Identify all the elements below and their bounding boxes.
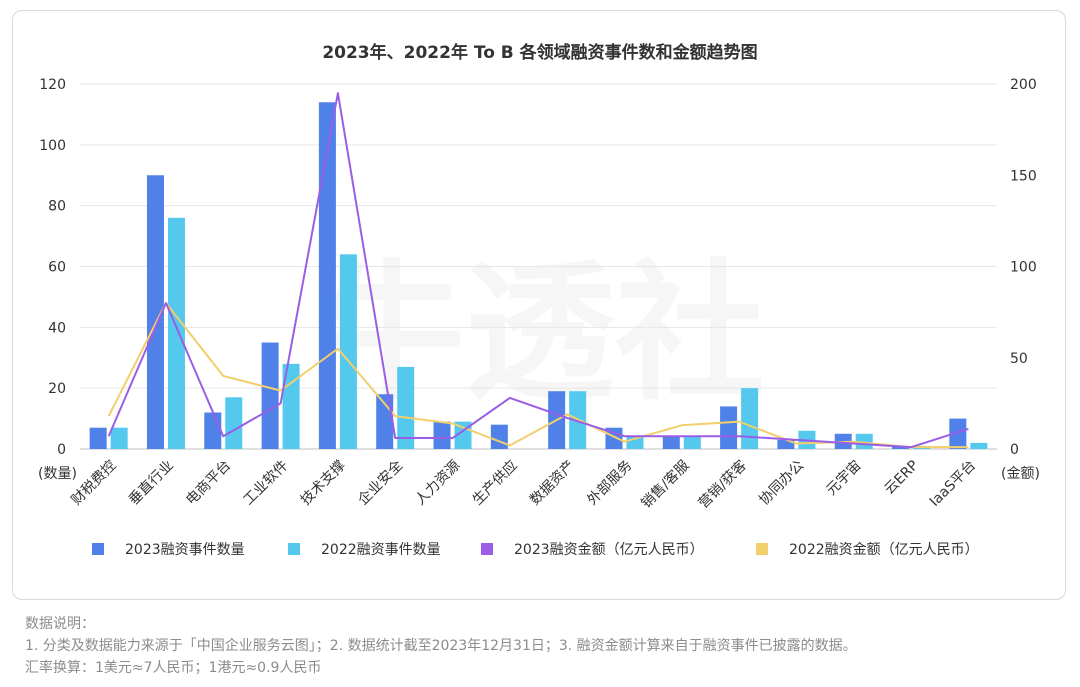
- bar-2022-count: [225, 397, 243, 449]
- y-left-tick-label: 80: [48, 199, 66, 215]
- x-category-label: 营销/获客: [695, 457, 750, 512]
- y-left-tick-label: 0: [57, 442, 66, 458]
- bar-2022-count: [339, 254, 357, 449]
- notes-line-2: 汇率换算：1美元≈7人民币；1港元≈0.9人民币: [25, 660, 322, 676]
- x-category-label: 人力资源: [412, 458, 463, 509]
- legend-label: 2023融资事件数量: [125, 542, 245, 558]
- y-right-tick-label: 150: [1010, 168, 1037, 184]
- y-left-tick-label: 40: [48, 320, 66, 336]
- y-left-tick-label: 120: [39, 77, 66, 93]
- legend-label: 2022融资金额（亿元人民币）: [789, 542, 979, 558]
- x-category-label: 垂直行业: [125, 457, 177, 509]
- bar-2023-count: [204, 412, 222, 449]
- bar-2023-count: [605, 427, 623, 449]
- x-category-label: 电商平台: [183, 458, 234, 509]
- x-category-label: 工业软件: [241, 458, 292, 509]
- notes-heading: 数据说明：: [25, 616, 95, 632]
- y-right-tick-label: 100: [1010, 260, 1037, 276]
- y-right-axis-label: (金额): [1001, 466, 1040, 482]
- bar-2022-count: [683, 436, 701, 449]
- y-left-axis-label: (数量): [38, 466, 77, 482]
- bar-2023-count: [720, 406, 738, 449]
- x-category-label: 企业安全: [354, 457, 406, 509]
- bar-2023-count: [490, 424, 508, 449]
- x-category-label: 数据资产: [527, 458, 578, 509]
- y-right-tick-label: 50: [1010, 351, 1028, 367]
- y-right-tick-label: 0: [1010, 442, 1019, 458]
- y-left-tick-label: 20: [48, 381, 66, 397]
- x-category-label: 云ERP: [882, 458, 922, 498]
- bar-2022-count: [970, 442, 988, 449]
- bar-2023-count: [146, 175, 164, 449]
- x-category-label: 外部服务: [584, 458, 635, 509]
- bar-2023-count: [318, 102, 336, 449]
- bar-2022-count: [397, 366, 415, 449]
- x-category-label: 技术支撑: [298, 458, 349, 509]
- bar-2023-count: [777, 439, 795, 449]
- bar-2022-count: [167, 217, 185, 449]
- y-left-tick-label: 60: [48, 260, 66, 276]
- x-category-label: 元宇宙: [824, 458, 865, 499]
- legend-swatch: [481, 543, 493, 555]
- legend-label: 2023融资金额（亿元人民币）: [514, 542, 704, 558]
- chart-title: 2023年、2022年 To B 各领域融资事件数和金额趋势图: [322, 42, 757, 63]
- bar-2022-count: [110, 427, 128, 449]
- x-category-label: IaaS平台: [927, 458, 979, 510]
- chart-card: [12, 10, 1066, 600]
- bar-2022-count: [741, 388, 759, 449]
- bar-2023-count: [89, 427, 107, 449]
- y-left-tick-label: 100: [39, 138, 66, 154]
- bar-2023-count: [662, 436, 680, 449]
- data-notes: 数据说明： 1. 分类及数据能力来源于「中国企业服务云图」；2. 数据统计截至2…: [25, 613, 1065, 679]
- x-category-label: 生产供应: [469, 457, 521, 509]
- bar-2023-count: [433, 421, 451, 449]
- x-category-label: 协同办公: [756, 458, 807, 509]
- legend-label: 2022融资事件数量: [321, 542, 441, 558]
- legend-swatch: [756, 543, 768, 555]
- x-category-label: 销售/客服: [638, 457, 693, 512]
- line-2023-amount: [107, 92, 969, 449]
- legend-swatch: [288, 543, 300, 555]
- notes-line-1: 1. 分类及数据能力来源于「中国企业服务云图」；2. 数据统计截至2023年12…: [25, 638, 857, 654]
- y-right-tick-label: 200: [1010, 77, 1037, 93]
- bar-2023-count: [261, 342, 279, 449]
- legend-swatch: [92, 543, 104, 555]
- bar-2023-count: [949, 418, 967, 449]
